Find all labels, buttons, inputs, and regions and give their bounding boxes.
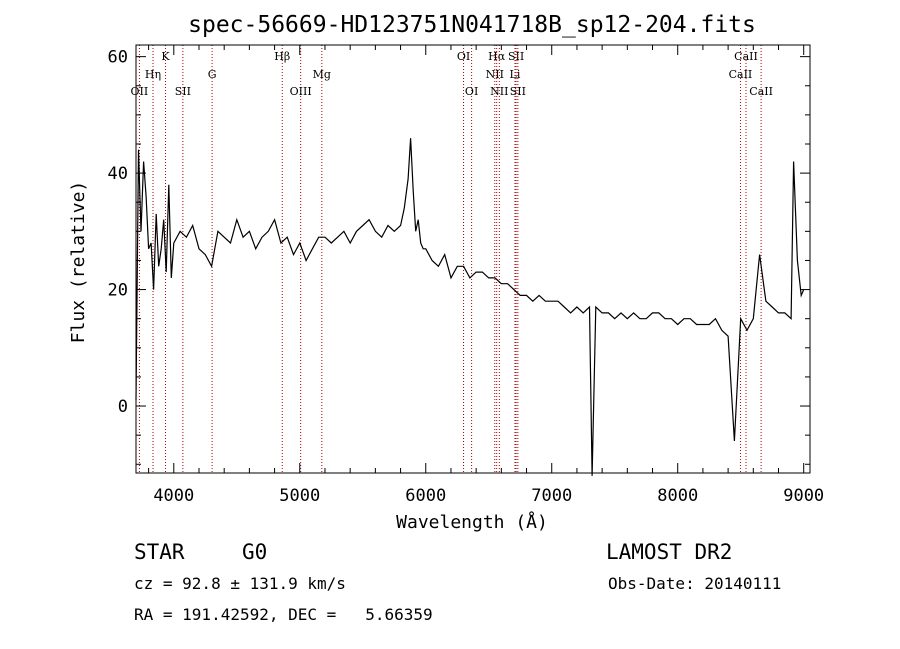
marker-label-7: Mg — [313, 68, 331, 81]
marker-label-4: G — [208, 68, 217, 81]
x-tick-label: 7000 — [531, 486, 572, 506]
marker-label-2: K — [161, 50, 170, 63]
axis-ticks: 4000 5000 6000 7000 8000 9000 0 20 40 60 — [108, 45, 824, 506]
marker-label-15: SII — [510, 85, 526, 98]
y-axis-label: Flux (relative) — [68, 181, 89, 344]
marker-label-10: Hα — [488, 50, 506, 63]
x-axis-label: Wavelength (Å) — [396, 511, 548, 533]
marker-label-9: OI — [465, 85, 478, 98]
y-tick-label: 0 — [118, 397, 128, 417]
marker-label-18: CaII — [749, 85, 773, 98]
x-tick-label: 4000 — [153, 486, 194, 506]
plot-frame — [135, 44, 811, 474]
marker-label-14: Li — [510, 68, 521, 81]
line-markers: OIIHηKSIIGHβOIIIMgOIOIHαNIINIISIILiSIICa… — [131, 45, 773, 473]
marker-label-5: Hβ — [274, 50, 290, 63]
marker-label-8: OI — [457, 50, 470, 63]
marker-label-11: NII — [486, 68, 504, 81]
x-tick-label: 8000 — [657, 486, 698, 506]
marker-label-17: CaII — [729, 68, 753, 81]
marker-label-0: OII — [131, 85, 149, 98]
marker-label-6: OIII — [290, 85, 312, 98]
object-class: STAR — [134, 540, 185, 564]
marker-label-1: Hη — [145, 68, 161, 81]
spectrum-line-0 — [135, 138, 805, 476]
obs-date: Obs-Date: 20140111 — [608, 574, 782, 593]
marker-label-13: SII — [508, 50, 524, 63]
marker-label-16: CaII — [734, 50, 758, 63]
marker-label-12: NII — [490, 85, 508, 98]
y-tick-label: 20 — [108, 281, 128, 301]
y-tick-label: 60 — [108, 48, 128, 68]
chart-title: spec-56669-HD123751N041718B_sp12-204.fit… — [188, 12, 756, 38]
x-tick-label: 9000 — [783, 486, 824, 506]
marker-label-3: SII — [175, 85, 191, 98]
x-tick-label: 6000 — [405, 486, 446, 506]
redshift-readout: cz = 92.8 ± 131.9 km/s — [134, 574, 346, 593]
coordinates-readout: RA = 191.42592, DEC = 5.66359 — [134, 605, 433, 624]
y-tick-label: 40 — [108, 164, 128, 184]
survey-name: LAMOST DR2 — [606, 540, 733, 564]
x-tick-label: 5000 — [279, 486, 320, 506]
object-subclass: G0 — [242, 540, 268, 564]
spectrum-series — [135, 138, 805, 476]
